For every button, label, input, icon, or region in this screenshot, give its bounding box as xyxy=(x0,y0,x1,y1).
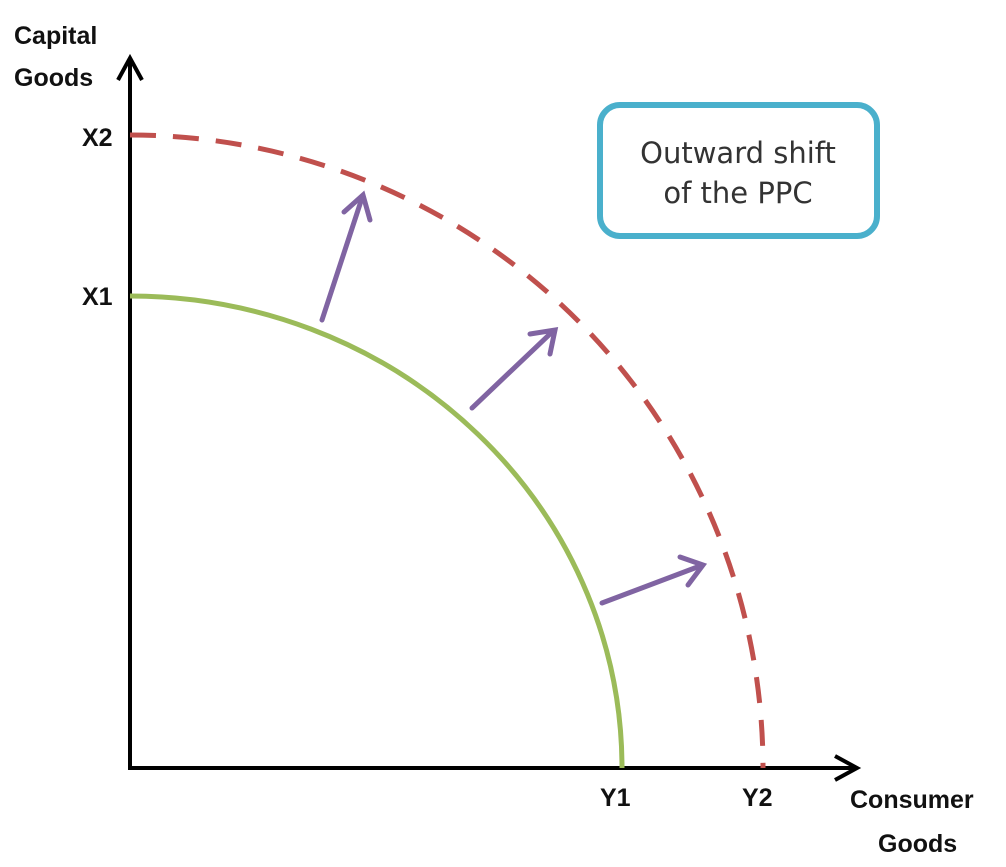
shift-arrow-1 xyxy=(319,190,373,323)
original-ppc-curve xyxy=(129,293,625,769)
tick-label-x1: X1 xyxy=(82,283,113,311)
shifted-ppc-curve xyxy=(129,132,766,769)
tick-label-y1: Y1 xyxy=(600,784,631,812)
callout-box xyxy=(597,102,880,239)
shift-arrow-3 xyxy=(599,554,708,606)
x-axis-title-line1: Consumer xyxy=(850,786,974,814)
y-axis-title-line2: Goods xyxy=(14,64,93,92)
callout-line1: Outward shift xyxy=(640,136,836,170)
x-axis-arrowhead xyxy=(834,754,862,782)
x-axis-title-line2: Goods xyxy=(878,830,957,858)
tick-label-y2: Y2 xyxy=(742,784,773,812)
shift-arrow-2 xyxy=(469,326,559,411)
tick-label-x2: X2 xyxy=(82,124,113,152)
y-axis-title-line1: Capital xyxy=(14,22,97,50)
y-axis-arrowhead xyxy=(116,53,144,81)
callout-line2: of the PPC xyxy=(663,176,812,210)
